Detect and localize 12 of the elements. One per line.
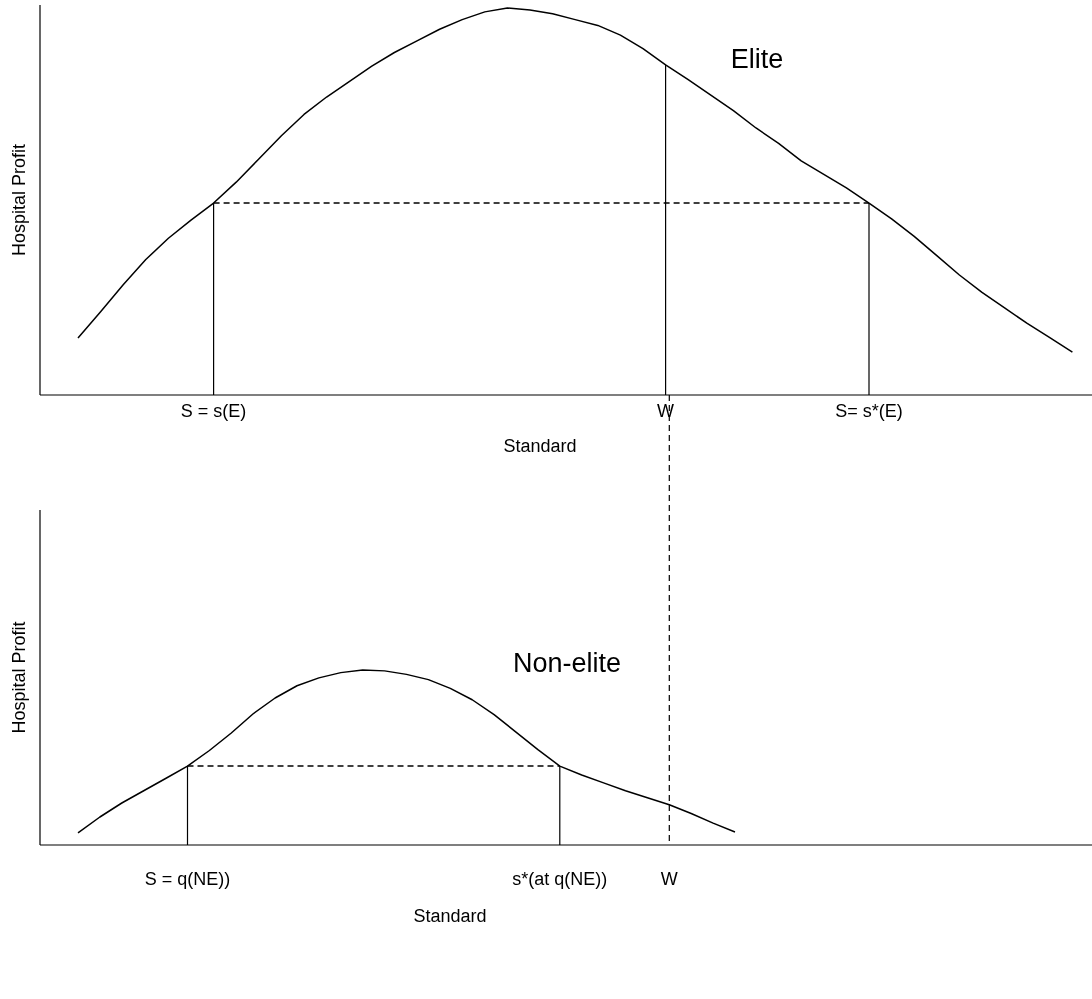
x-tick-label: s*(at q(NE)) bbox=[512, 869, 608, 889]
y-axis-title: Hospital Profit bbox=[9, 621, 29, 734]
x-axis-title: Standard bbox=[503, 436, 577, 456]
x-axis-title: Standard bbox=[413, 906, 487, 926]
x-tick-label: S = s(E) bbox=[180, 401, 247, 421]
x-tick-label: S= s*(E) bbox=[835, 401, 903, 421]
x-tick-label: S = q(NE)) bbox=[144, 869, 231, 889]
y-axis-title: Hospital Profit bbox=[9, 143, 29, 257]
x-tick-label: W bbox=[657, 401, 675, 421]
series-label: Non-elite bbox=[512, 648, 622, 678]
x-tick-label: W bbox=[660, 869, 678, 889]
series-label: Elite bbox=[730, 44, 784, 74]
